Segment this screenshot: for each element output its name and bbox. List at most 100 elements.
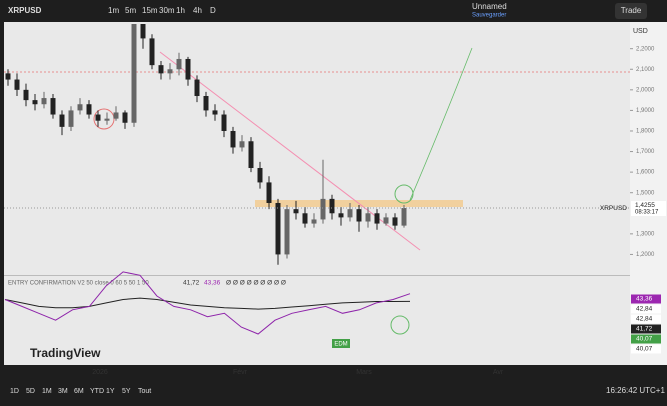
candle-body — [221, 114, 227, 131]
scale-box — [631, 334, 661, 344]
scale-box — [631, 294, 661, 304]
projection-arrow — [409, 47, 473, 201]
save[interactable]: Sauvegarder — [472, 13, 506, 19]
range[interactable]: Tout — [138, 388, 151, 395]
candle-body — [104, 118, 110, 121]
interval[interactable]: D — [210, 6, 216, 15]
candle-body — [239, 141, 245, 148]
circle — [390, 315, 410, 335]
interval[interactable]: 1m — [108, 6, 119, 15]
trade[interactable]: Trade — [621, 6, 642, 15]
candle-body — [14, 79, 20, 90]
range[interactable]: 5D — [26, 388, 35, 395]
candle-body — [59, 114, 65, 127]
price-label: 1,8000 — [636, 129, 655, 135]
candle-body — [320, 198, 326, 220]
candle-body — [284, 209, 290, 255]
range[interactable]: 5Y — [122, 388, 131, 395]
candle-body — [383, 217, 389, 224]
candle-body — [41, 98, 47, 105]
indicator-value: 41,72 — [183, 280, 200, 287]
scale-box — [631, 314, 661, 324]
indicator-value: Ø Ø Ø Ø Ø Ø Ø Ø Ø — [226, 280, 286, 287]
candle-body — [68, 110, 74, 127]
candle-body — [293, 209, 299, 214]
candle-body — [167, 69, 173, 74]
clock: 16:26:42 UTC+1 — [606, 386, 665, 395]
scale-label: 42,84 — [636, 316, 653, 323]
candle-body — [401, 208, 407, 226]
candles — [5, 24, 407, 265]
price-label: 1,6000 — [636, 170, 655, 176]
circle — [394, 184, 414, 204]
interval[interactable]: 5m — [125, 6, 136, 15]
candle-body — [86, 104, 92, 115]
price-label: 2,1000 — [636, 67, 655, 73]
tag-box — [332, 339, 350, 348]
time-label: Févr — [233, 369, 248, 376]
candle-body — [113, 112, 119, 119]
candle-body — [158, 65, 164, 74]
scale-label: 43,36 — [636, 296, 653, 303]
candle-body — [311, 219, 317, 224]
price-label: 1,7000 — [636, 149, 655, 155]
price-label: 1,9000 — [636, 108, 655, 114]
interval[interactable]: 30m — [159, 6, 175, 15]
candle-body — [329, 198, 335, 214]
candle-body — [23, 89, 29, 101]
range[interactable]: YTD — [90, 388, 104, 395]
candle-body — [77, 104, 83, 111]
scale-label: 40,07 — [636, 336, 653, 343]
layout-name[interactable]: Unnamed — [472, 2, 507, 11]
candle-body — [32, 100, 38, 105]
candle-body — [338, 213, 344, 218]
pane-divider — [4, 275, 630, 276]
price-label: 1,2000 — [636, 252, 655, 258]
range[interactable]: 1Y — [106, 388, 115, 395]
candle-body — [212, 110, 218, 115]
time-label: Avr — [493, 369, 504, 376]
trade-button[interactable] — [615, 3, 647, 19]
time-label: 2026 — [92, 369, 108, 376]
circle — [93, 108, 115, 130]
candle-body — [140, 24, 146, 39]
scale-box — [631, 324, 661, 334]
symbol[interactable]: XRPUSD — [8, 6, 42, 15]
price-label: 1,3000 — [636, 231, 655, 237]
currency[interactable]: USD — [633, 28, 648, 35]
toolbar — [0, 0, 667, 22]
range[interactable]: 1D — [10, 388, 19, 395]
candle-body — [365, 213, 371, 222]
price-label: 2,2000 — [636, 46, 655, 52]
candle-body — [50, 98, 56, 115]
candle-body — [392, 217, 398, 226]
candle-body — [203, 96, 209, 111]
indicator-line — [4, 271, 411, 335]
interval[interactable]: 4h — [193, 6, 202, 15]
candle-body — [266, 182, 272, 203]
candle-body — [275, 202, 281, 255]
scale-label: 40,07 — [636, 346, 653, 353]
countdown: 08:33:17 — [635, 210, 659, 216]
watermark: TradingView — [30, 346, 101, 360]
last-price: 1,4255 — [635, 202, 655, 209]
candle-body — [347, 209, 353, 218]
interval[interactable]: 15m — [142, 6, 158, 15]
candle-body — [230, 130, 236, 148]
chart-area — [4, 22, 630, 365]
scale-box — [631, 304, 661, 314]
candle-body — [257, 168, 263, 183]
last-price-box — [631, 201, 666, 217]
range[interactable]: 3M — [58, 388, 68, 395]
tag: EDM — [334, 342, 347, 348]
price-label: 2,0000 — [636, 87, 655, 93]
range[interactable]: 6M — [74, 388, 84, 395]
indicator-label: ENTRY CONFIRMATION V2 50 close 0 60 5 50… — [8, 281, 149, 287]
candle-body — [356, 209, 362, 222]
bottom-bar — [0, 380, 667, 401]
interval[interactable]: 1h — [176, 6, 185, 15]
candle-body — [176, 58, 182, 70]
candle-body — [302, 213, 308, 224]
range[interactable]: 1M — [42, 388, 52, 395]
